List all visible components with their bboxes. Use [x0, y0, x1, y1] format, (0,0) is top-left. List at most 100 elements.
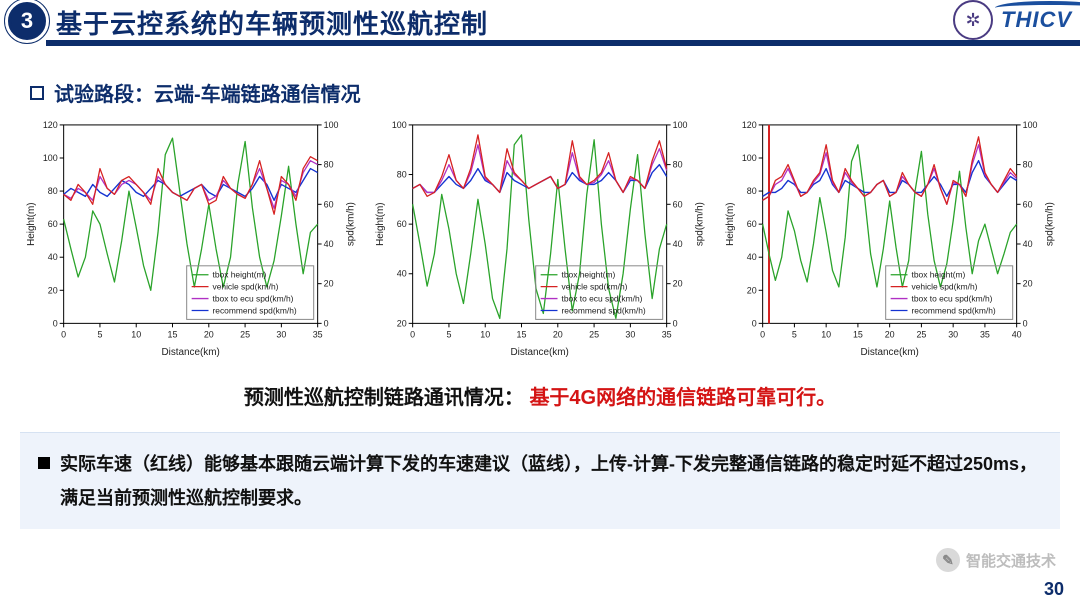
svg-text:35: 35	[313, 329, 323, 339]
info-box: 实际车速（红线）能够基本跟随云端计算下发的车速建议（蓝线），上传-计算-下发完整…	[20, 432, 1060, 529]
svg-text:vehicle spd(km/h): vehicle spd(km/h)	[212, 282, 278, 292]
svg-text:tbox to ecu spd(km/h): tbox to ecu spd(km/h)	[911, 294, 992, 304]
svg-text:5: 5	[97, 329, 102, 339]
svg-text:15: 15	[168, 329, 178, 339]
conclusion-line: 预测性巡航控制链路通讯情况： 基于4G网络的通信链路可靠可行。	[0, 381, 1080, 410]
svg-text:40: 40	[48, 252, 58, 262]
svg-text:vehicle spd(km/h): vehicle spd(km/h)	[911, 282, 977, 292]
slide-header: 3 基于云控系统的车辆预测性巡航控制 ✲ THICV	[0, 0, 1080, 46]
svg-text:0: 0	[673, 318, 678, 328]
chart-3: 0510152025303540020406080100120020406080…	[719, 115, 1060, 365]
svg-text:vehicle spd(km/h): vehicle spd(km/h)	[562, 282, 628, 292]
subtitle-text: 试验路段：云端-车端链路通信情况	[54, 78, 361, 107]
watermark: ✎ 智能交通技术	[936, 548, 1056, 572]
info-text: 实际车速（红线）能够基本跟随云端计算下发的车速建议（蓝线），上传-计算-下发完整…	[60, 447, 1042, 515]
svg-text:60: 60	[746, 219, 756, 229]
svg-text:80: 80	[324, 160, 334, 170]
svg-text:60: 60	[48, 219, 58, 229]
chart-row: 0510152025303502040608010012002040608010…	[0, 115, 1080, 365]
svg-text:25: 25	[240, 329, 250, 339]
svg-text:recommend spd(km/h): recommend spd(km/h)	[562, 305, 646, 315]
chart-1: 0510152025303502040608010012002040608010…	[20, 115, 361, 365]
svg-text:40: 40	[673, 239, 683, 249]
svg-text:0: 0	[61, 329, 66, 339]
header-logos: ✲ THICV	[953, 0, 1072, 40]
svg-text:20: 20	[553, 329, 563, 339]
svg-text:Height(m): Height(m)	[725, 202, 736, 246]
svg-text:80: 80	[48, 186, 58, 196]
svg-text:spd(km/h): spd(km/h)	[695, 202, 706, 246]
svg-text:40: 40	[1011, 329, 1021, 339]
svg-text:80: 80	[1022, 160, 1032, 170]
svg-text:30: 30	[626, 329, 636, 339]
svg-text:20: 20	[673, 279, 683, 289]
svg-text:Height(m): Height(m)	[26, 202, 37, 246]
section-subtitle: 试验路段：云端-车端链路通信情况	[30, 78, 1080, 107]
svg-text:0: 0	[1022, 318, 1027, 328]
svg-text:100: 100	[43, 153, 58, 163]
slide-title: 基于云控系统的车辆预测性巡航控制	[56, 4, 488, 41]
svg-text:20: 20	[884, 329, 894, 339]
university-seal-icon: ✲	[953, 0, 993, 40]
svg-text:40: 40	[1022, 239, 1032, 249]
svg-text:tbox height(m): tbox height(m)	[562, 270, 616, 280]
svg-text:0: 0	[324, 318, 329, 328]
svg-text:0: 0	[411, 329, 416, 339]
svg-text:35: 35	[662, 329, 672, 339]
svg-text:120: 120	[741, 120, 756, 130]
svg-text:20: 20	[746, 285, 756, 295]
svg-text:0: 0	[760, 329, 765, 339]
chart-2: 0 5 10 15 20 25 30 35 20 40 60 80 100 0 20 40 60 80 100 Dis…	[369, 115, 710, 365]
svg-text:20: 20	[48, 285, 58, 295]
svg-text:30: 30	[948, 329, 958, 339]
svg-text:80: 80	[746, 186, 756, 196]
svg-text:recommend spd(km/h): recommend spd(km/h)	[212, 305, 296, 315]
svg-text:60: 60	[324, 199, 334, 209]
svg-text:0: 0	[751, 318, 756, 328]
section-number-badge: 3	[8, 2, 46, 40]
svg-text:30: 30	[276, 329, 286, 339]
page-number: 30	[1044, 579, 1064, 600]
svg-text:80: 80	[397, 170, 407, 180]
thicv-logo: THICV	[1001, 7, 1072, 33]
svg-text:40: 40	[397, 269, 407, 279]
svg-text:10: 10	[481, 329, 491, 339]
svg-text:100: 100	[392, 120, 407, 130]
svg-text:60: 60	[1022, 199, 1032, 209]
svg-text:10: 10	[131, 329, 141, 339]
svg-text:Distance(km): Distance(km)	[161, 347, 219, 358]
header-rule	[46, 40, 1080, 46]
svg-text:35: 35	[980, 329, 990, 339]
svg-text:tbox to ecu spd(km/h): tbox to ecu spd(km/h)	[212, 294, 293, 304]
wechat-icon: ✎	[936, 548, 960, 572]
svg-text:tbox height(m): tbox height(m)	[911, 270, 965, 280]
svg-text:100: 100	[324, 120, 339, 130]
svg-text:100: 100	[1022, 120, 1037, 130]
svg-text:25: 25	[589, 329, 599, 339]
svg-text:Distance(km): Distance(km)	[860, 347, 918, 358]
svg-text:15: 15	[853, 329, 863, 339]
svg-text:60: 60	[673, 199, 683, 209]
svg-text:20: 20	[204, 329, 214, 339]
svg-text:20: 20	[397, 318, 407, 328]
svg-text:15: 15	[517, 329, 527, 339]
svg-text:tbox height(m): tbox height(m)	[212, 270, 266, 280]
svg-text:tbox to ecu spd(km/h): tbox to ecu spd(km/h)	[562, 294, 643, 304]
svg-text:spd(km/h): spd(km/h)	[1044, 202, 1055, 246]
svg-text:40: 40	[746, 252, 756, 262]
svg-text:100: 100	[673, 120, 688, 130]
svg-text:80: 80	[673, 160, 683, 170]
svg-text:Distance(km): Distance(km)	[511, 347, 569, 358]
watermark-text: 智能交通技术	[966, 550, 1056, 571]
svg-text:100: 100	[741, 153, 756, 163]
svg-text:40: 40	[324, 239, 334, 249]
conclusion-lead: 预测性巡航控制链路通讯情况：	[244, 387, 524, 409]
svg-text:10: 10	[821, 329, 831, 339]
svg-text:60: 60	[397, 219, 407, 229]
svg-text:5: 5	[792, 329, 797, 339]
svg-text:0: 0	[53, 318, 58, 328]
bullet-square-icon	[30, 86, 44, 100]
svg-text:120: 120	[43, 120, 58, 130]
svg-text:5: 5	[447, 329, 452, 339]
svg-text:20: 20	[324, 279, 334, 289]
